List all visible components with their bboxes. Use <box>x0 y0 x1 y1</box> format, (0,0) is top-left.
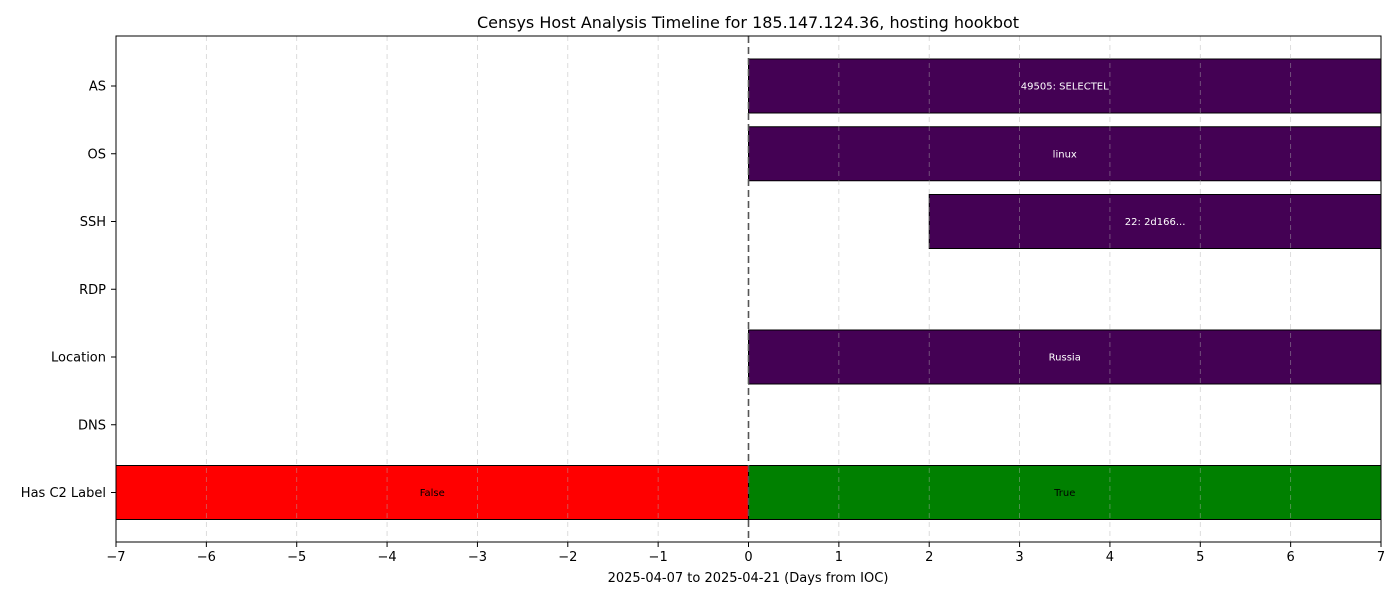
y-axis: AS OS SSH RDP Location DNS Has C2 Label <box>21 80 116 501</box>
x-tick-label: −2 <box>558 550 577 565</box>
bar-ssh-0 <box>928 194 1382 249</box>
x-axis-label: 2025-04-07 to 2025-04-21 (Days from IOC) <box>608 571 889 586</box>
bar-label: True <box>1053 488 1075 499</box>
x-tick-label: −4 <box>377 550 396 565</box>
x-tick-label: 3 <box>1015 550 1023 565</box>
x-tick-label: 6 <box>1287 550 1295 565</box>
x-tick-label: 5 <box>1196 550 1204 565</box>
y-tick-label: Location <box>51 351 106 366</box>
y-tick-label: SSH <box>80 215 106 230</box>
x-tick-label: −6 <box>197 550 216 565</box>
x-tick-label: 2 <box>925 550 933 565</box>
bar-os-0 <box>748 126 1382 182</box>
bar-label: linux <box>1053 149 1077 160</box>
bar-label: 49505: SELECTEL <box>1021 82 1109 93</box>
x-tick-label: −5 <box>287 550 306 565</box>
x-tick-label: −7 <box>106 550 125 565</box>
x-axis: −7 −6 −5 −4 −3 −2 −1 0 1 2 3 4 5 6 7 <box>106 542 1385 565</box>
y-tick-label: Has C2 Label <box>21 486 106 501</box>
bar-has-c2-label-1 <box>748 465 1382 520</box>
x-tick-label: −3 <box>468 550 487 565</box>
x-tick-label: 4 <box>1106 550 1114 565</box>
bar-label: 22: 2d166... <box>1125 217 1186 228</box>
bars-layer: 49505: SELECTEL linux 22: 2d166... Russia Fa… <box>115 58 1382 520</box>
x-tick-label: 1 <box>835 550 843 565</box>
y-tick-label: AS <box>89 80 106 95</box>
grid-layer <box>205 36 1292 542</box>
y-tick-label: DNS <box>78 418 106 433</box>
bar-label: False <box>420 488 445 499</box>
y-tick-label: OS <box>88 147 106 162</box>
x-tick-label: 0 <box>744 550 752 565</box>
chart-title: Censys Host Analysis Timeline for 185.14… <box>477 13 1019 32</box>
x-tick-label: −1 <box>649 550 668 565</box>
bar-as-0 <box>748 58 1382 114</box>
y-tick-label: RDP <box>79 283 106 298</box>
bar-label: Russia <box>1049 353 1081 364</box>
x-tick-label: 7 <box>1377 550 1385 565</box>
